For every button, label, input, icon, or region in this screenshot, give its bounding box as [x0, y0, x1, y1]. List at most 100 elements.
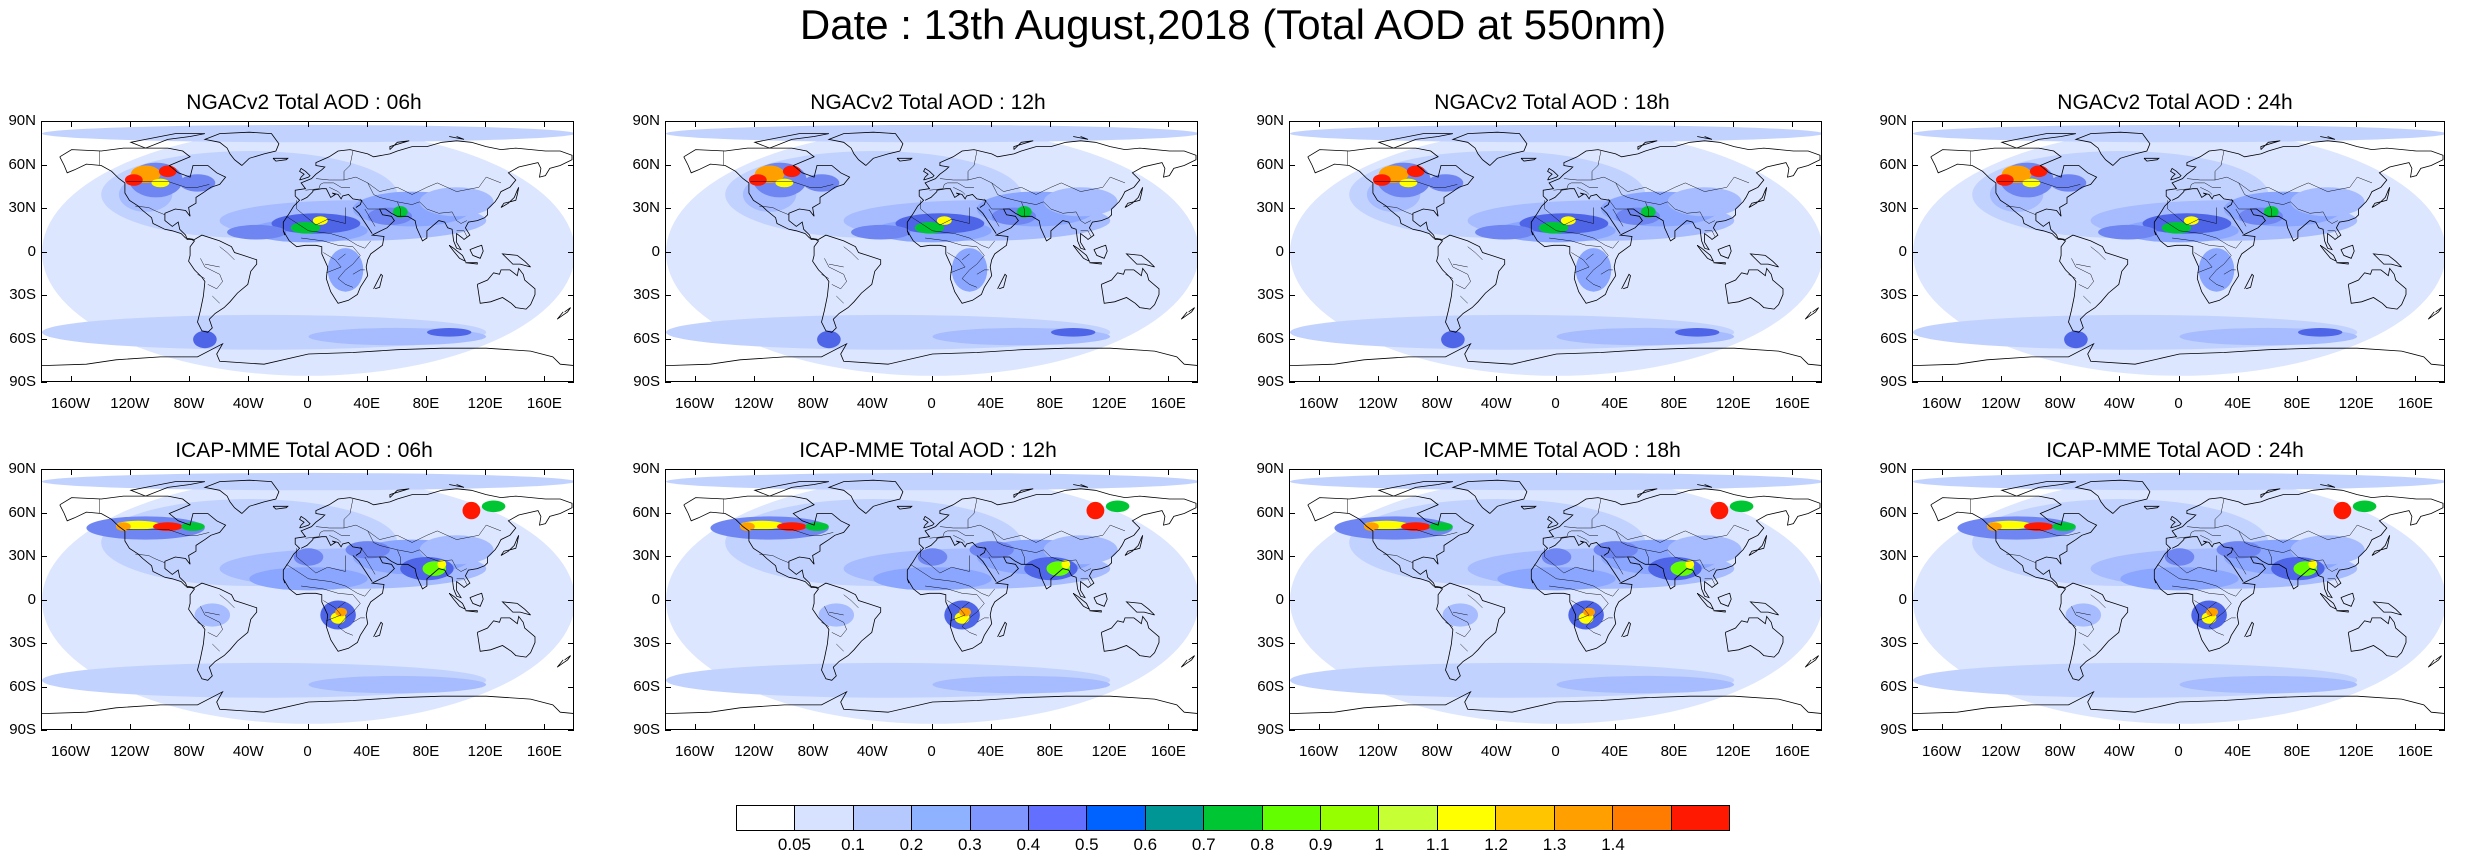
coastline [2143, 505, 2160, 510]
latitude-label: 30S [1880, 634, 1907, 651]
latitude-tick [1192, 643, 1198, 644]
longitude-label: 0 [2174, 743, 2183, 760]
country-border [2167, 200, 2217, 226]
map-panel: ICAP-MME Total AOD : 06h 90N 60N 30N 0 30S 60S… [8, 439, 574, 760]
longitude-tick [2178, 121, 2180, 127]
coastline [1548, 188, 1611, 208]
longitude-label: 160W [1299, 395, 1339, 412]
latitude-tick [1192, 382, 1198, 383]
longitude-tick [1109, 469, 1111, 475]
country-border [364, 208, 376, 227]
longitude-label: 120W [110, 743, 150, 760]
country-border [1585, 601, 1594, 608]
country-border [953, 535, 966, 543]
coastline [1547, 167, 1559, 181]
coastline [1530, 140, 1821, 304]
country-border [843, 246, 859, 260]
longitude-label: 120E [467, 395, 503, 412]
longitude-tick [1555, 469, 1557, 475]
aod-field [179, 174, 216, 192]
longitude-tick [1168, 724, 1170, 730]
latitude-tick [1289, 295, 1295, 296]
coastline [2372, 253, 2402, 268]
longitude-tick [248, 376, 250, 382]
coastline [2260, 488, 2281, 498]
colorbar-box [737, 806, 796, 830]
latitude-tick [1912, 512, 1918, 514]
longitude-label: 40W [856, 743, 888, 760]
latitude-tick [1289, 730, 1295, 731]
country-border [1585, 253, 1594, 260]
aod-field [2065, 603, 2102, 627]
latitude-label: 60S [1257, 329, 1284, 347]
longitude-tick [753, 724, 755, 730]
aod-field [1290, 472, 1821, 491]
latitude-tick [568, 164, 574, 166]
longitude-label: 80W [2044, 395, 2076, 412]
latitude-label: 30N [8, 199, 36, 216]
country-border [2186, 524, 2373, 543]
country-border [2238, 530, 2324, 562]
latitude-tick [1289, 208, 1295, 209]
longitude-tick [694, 724, 696, 730]
colorbar-label: 1.1 [1425, 835, 1450, 854]
aod-field [666, 472, 1197, 491]
country-border [2214, 150, 2225, 180]
colorbar-box [970, 806, 1030, 830]
longitude-tick [1318, 121, 1320, 127]
country-border [1549, 585, 1609, 636]
coastline [1913, 690, 2444, 714]
latitude-tick [2439, 164, 2445, 166]
longitude-label: 40E [977, 395, 1005, 412]
country-border [1448, 606, 1471, 638]
coastline [1520, 157, 1537, 162]
aod-field [1667, 187, 1742, 217]
country-border [2194, 530, 2221, 536]
latitude-tick [2439, 208, 2445, 209]
longitude-tick [70, 121, 72, 127]
coastline [1377, 481, 1453, 497]
longitude-tick [425, 376, 427, 382]
country-border [1645, 549, 1649, 565]
country-border [929, 530, 948, 539]
latitude-tick [1816, 338, 1822, 340]
colorbar-box [1496, 806, 1555, 830]
coastline [2319, 592, 2338, 611]
longitude-label: 0 [2174, 395, 2183, 412]
latitude-label: 60N [632, 155, 660, 173]
coastline [42, 690, 573, 714]
latitude-label: 0 [1898, 242, 1907, 260]
latitude-label: 90S [633, 721, 660, 738]
coastline [1697, 484, 1713, 488]
country-border [961, 601, 970, 608]
country-border [750, 529, 834, 536]
coastline [2170, 515, 2182, 529]
coastline [2320, 484, 2336, 488]
aod-field [914, 222, 945, 234]
colorbar-label: 0.7 [1191, 835, 1216, 854]
latitude-tick [1192, 295, 1198, 296]
coastline [2336, 610, 2349, 613]
coastline [352, 555, 373, 582]
longitude-tick [2237, 376, 2239, 382]
latitude-tick [2439, 512, 2445, 514]
coastline [1073, 136, 1089, 140]
longitude-label: 40W [856, 395, 888, 412]
colorbar-label: 0.05 [777, 835, 812, 854]
country-border [2186, 176, 2373, 195]
longitude-label: 80W [173, 395, 205, 412]
longitude-tick [2178, 469, 2180, 475]
coastline [2074, 131, 2151, 166]
latitude-tick [2439, 686, 2445, 688]
longitude-tick [1496, 376, 1498, 382]
coastline [896, 505, 913, 510]
coastline [469, 244, 484, 259]
coastline [469, 592, 484, 607]
longitude-tick [872, 724, 874, 730]
aod-field [782, 165, 801, 178]
country-border [352, 269, 365, 275]
latitude-label: 90S [1257, 373, 1284, 390]
latitude-label: 60S [9, 329, 36, 347]
longitude-tick [2000, 376, 2002, 382]
country-border [1591, 150, 1602, 180]
